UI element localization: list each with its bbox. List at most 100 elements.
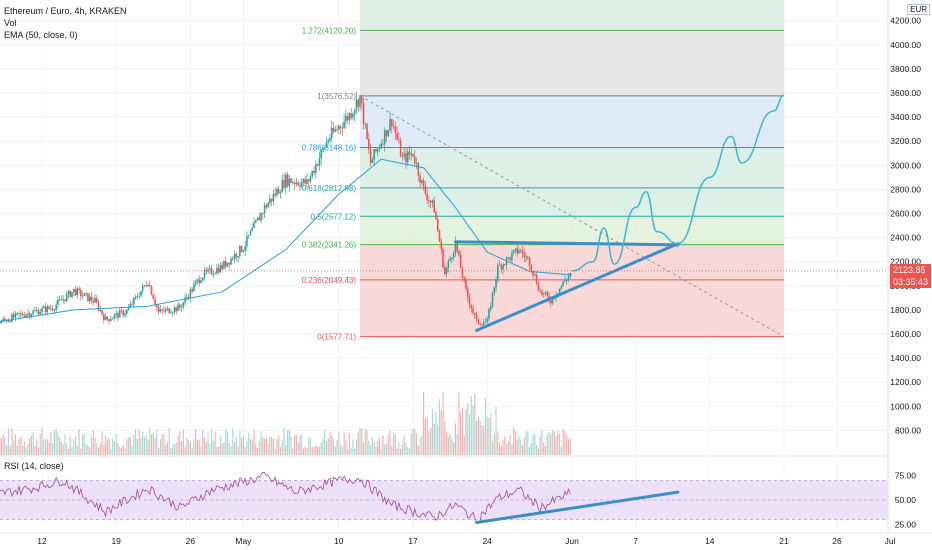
volume-bar	[438, 399, 441, 455]
volume-bar	[394, 434, 396, 455]
candle-body	[191, 289, 193, 292]
projection-path[interactable]	[571, 94, 785, 272]
ema-legend[interactable]: EMA (50, close, 0)	[4, 30, 78, 40]
volume-bar	[564, 430, 566, 455]
volume-bar	[347, 448, 349, 455]
volume-bar	[433, 423, 435, 455]
volume-bar	[322, 438, 324, 455]
volume-bar	[127, 437, 130, 455]
trendline[interactable]	[453, 240, 680, 247]
candle-body	[27, 313, 29, 315]
candle-body	[217, 267, 220, 273]
candle-body	[156, 304, 158, 307]
fibonacci-retracement[interactable]: 0(1577.71) 0.236(2049.43) 0.382(2341.26) 0.…	[302, 0, 784, 342]
volume-bar	[249, 439, 252, 455]
volume-bar	[271, 436, 273, 455]
candle-body	[237, 256, 239, 258]
volume-bar	[421, 436, 423, 455]
volume-bar	[486, 417, 488, 455]
candle-body	[362, 103, 365, 125]
time-axis[interactable]: 12 19 26 May 10 17 24 Jun 7 14 21 26 Jul	[37, 536, 895, 546]
volume-bar	[205, 441, 207, 455]
rsi-pane[interactable]	[0, 471, 888, 525]
candle-body	[196, 279, 199, 282]
candle-body	[157, 306, 160, 312]
volume-bar	[359, 427, 361, 455]
volume-bar	[74, 436, 77, 455]
volume-legend[interactable]: Vol	[4, 18, 17, 28]
candle-body	[406, 151, 409, 163]
volume-bar	[467, 403, 469, 455]
rsi-line[interactable]	[0, 471, 571, 524]
volume-bar	[4, 436, 6, 455]
candle-body	[502, 264, 504, 270]
candle-body	[94, 298, 96, 303]
volume-bar	[529, 446, 531, 455]
volume-bar	[129, 437, 131, 455]
volume-bar	[491, 440, 494, 455]
volume-bar	[29, 438, 31, 455]
volume-bar	[405, 443, 407, 455]
candle-body	[143, 285, 146, 287]
candle-body	[380, 143, 382, 148]
candle-body	[371, 159, 374, 164]
candle-body	[76, 288, 79, 296]
volume-bar	[447, 437, 449, 455]
volume-bar	[60, 441, 63, 455]
candle-body	[201, 277, 204, 281]
candle-body	[537, 284, 540, 291]
volume-bar	[233, 441, 236, 455]
candle-body	[74, 288, 77, 296]
volume-bar	[477, 416, 479, 455]
candle-body	[509, 257, 511, 261]
volume-bar	[520, 439, 522, 455]
volume-bar	[412, 428, 414, 455]
candle-body	[69, 291, 72, 297]
volume-bars	[0, 391, 571, 455]
volume-bar	[226, 431, 229, 455]
candle-body	[198, 279, 201, 283]
candle-body	[463, 277, 466, 280]
candle-body	[44, 306, 47, 313]
candle-body	[230, 258, 232, 265]
volume-bar	[442, 392, 444, 455]
volume-bar	[143, 437, 146, 455]
volume-bar	[203, 437, 206, 455]
volume-bar	[27, 443, 29, 455]
price-axis[interactable]: 4200.00 4000.00 3800.00 3600.00 3400.00 3200.…	[890, 16, 921, 530]
volume-bar	[286, 430, 289, 455]
currency-label[interactable]: EUR	[907, 4, 930, 15]
volume-bar	[562, 428, 564, 455]
fib-level-label: 0.786(3148.16)	[302, 143, 357, 152]
price-tick-label: 4200.00	[890, 16, 921, 26]
ema-line[interactable]	[0, 158, 573, 323]
volume-bar	[288, 430, 290, 455]
volume-bar	[506, 443, 508, 455]
volume-bar	[189, 441, 191, 455]
price-tick-label: 3000.00	[890, 160, 921, 170]
rsi-trendline[interactable]	[475, 490, 680, 525]
trendline[interactable]	[475, 242, 680, 332]
candle-body	[106, 316, 109, 320]
symbol-title[interactable]: Ethereum / Euro, 4h, KRAKEN	[4, 6, 127, 16]
candles	[0, 91, 572, 328]
candle-body	[468, 297, 471, 305]
candle-body	[560, 285, 563, 289]
candle-body	[179, 304, 181, 308]
candle-body	[567, 275, 570, 281]
candle-body	[14, 312, 17, 318]
rsi-legend[interactable]: RSI (14, close)	[4, 461, 64, 471]
volume-bar	[414, 429, 416, 455]
volume-bar	[147, 439, 149, 455]
candle-body	[0, 321, 3, 324]
candle-body	[458, 251, 460, 256]
volume-bar	[53, 430, 55, 455]
volume-bar	[71, 447, 73, 455]
candle-body	[392, 125, 395, 127]
candle-body	[311, 170, 314, 177]
drawings[interactable]	[0, 94, 888, 338]
candle-body	[546, 292, 549, 296]
candle-body	[507, 257, 510, 259]
volume-bar	[387, 435, 389, 455]
